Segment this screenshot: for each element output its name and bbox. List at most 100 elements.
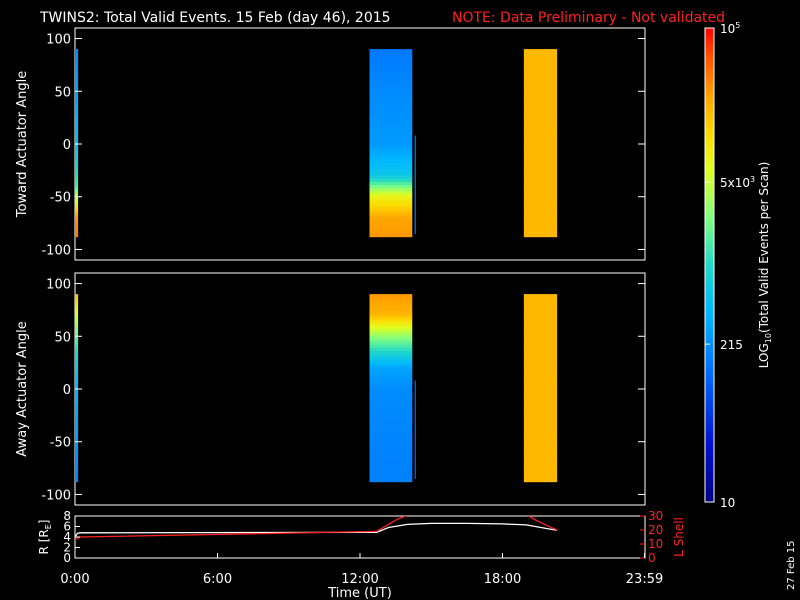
toward-cell	[414, 183, 416, 187]
toward-cell	[369, 68, 413, 72]
away-cell	[75, 464, 79, 469]
toward-cell	[523, 77, 558, 82]
toward-cell	[369, 194, 413, 199]
time-tick-label: 6:00	[203, 572, 232, 587]
away-cell	[523, 442, 558, 447]
toward-cell	[523, 96, 558, 101]
away-cell	[369, 351, 413, 355]
toward-cell	[75, 80, 79, 85]
toward-cell	[523, 131, 558, 135]
toward-cell	[369, 235, 413, 238]
away-cell	[523, 471, 558, 475]
colorbar: 10 215 5x103 105 LOG10(Total Valid Events p…	[704, 21, 773, 510]
away-cell	[75, 442, 79, 447]
away-cell	[75, 474, 79, 478]
toward-cell	[75, 68, 79, 72]
toward-cell	[75, 131, 79, 135]
toward-cell	[75, 207, 79, 211]
away-cell	[75, 404, 79, 409]
away-cell	[523, 303, 558, 308]
toward-cell	[75, 210, 79, 214]
toward-cell	[523, 99, 558, 104]
away-cell	[369, 338, 413, 342]
toward-cell	[369, 185, 413, 189]
toward-cell	[414, 141, 416, 146]
away-cell	[75, 303, 79, 308]
toward-cell	[369, 169, 413, 173]
radius-tick-label: 0	[63, 551, 71, 565]
toward-cell	[369, 128, 413, 132]
toward-cell	[414, 214, 416, 219]
away-cell	[523, 480, 558, 483]
figure-title: TWINS2: Total Valid Events. 15 Feb (day …	[39, 10, 391, 26]
toward-cell	[369, 226, 413, 230]
away-cell	[414, 405, 416, 410]
radius-tick-label: 2	[63, 541, 71, 555]
toward-cell	[523, 134, 558, 139]
toward-cell	[523, 64, 558, 69]
away-cell	[523, 423, 558, 428]
toward-cell	[75, 99, 79, 104]
time-tick-label: 18:00	[484, 572, 521, 587]
away-cell	[523, 445, 558, 450]
away-cell	[523, 439, 558, 444]
away-cell	[523, 360, 558, 365]
away-cell	[523, 436, 558, 441]
away-cell	[75, 370, 79, 374]
colorbar-ticks: 10 215 5x103 105	[705, 21, 755, 510]
away-cell	[369, 480, 413, 483]
away-cell	[369, 366, 413, 371]
away-cell	[369, 433, 413, 437]
toward-cell	[369, 131, 413, 135]
lshell-tick-label: 20	[648, 523, 663, 537]
away-cell	[523, 341, 558, 346]
toward-axes: 100 50 0 -50 -100	[41, 33, 645, 258]
toward-cell	[75, 204, 79, 208]
toward-cell	[523, 207, 558, 211]
toward-cell	[369, 90, 413, 94]
toward-cell	[75, 109, 79, 113]
away-cell	[523, 464, 558, 469]
toward-cell	[369, 118, 413, 123]
away-cell	[75, 319, 79, 323]
away-cell	[414, 450, 416, 454]
away-cell	[523, 395, 558, 399]
away-cell	[523, 407, 558, 412]
toward-cell	[75, 83, 79, 88]
away-cell	[523, 351, 558, 355]
toward-y-tick-label: 50	[54, 85, 71, 100]
toward-cell	[75, 181, 79, 186]
away-axes: 100 50 0 -50 -100	[41, 278, 645, 503]
toward-cell	[523, 191, 558, 196]
toward-cell	[75, 185, 79, 189]
away-panel: 100 50 0 -50 -100 Away Actuator Angle	[15, 272, 646, 506]
away-cell	[523, 373, 558, 377]
away-cell	[523, 325, 558, 330]
away-cell	[369, 430, 413, 434]
away-cell	[75, 360, 79, 365]
toward-cell	[523, 162, 558, 167]
away-cell	[75, 426, 79, 431]
away-cell	[369, 370, 413, 374]
away-cell	[369, 360, 413, 365]
toward-cell	[523, 74, 558, 78]
toward-cell	[75, 229, 79, 233]
away-cell	[369, 445, 413, 450]
toward-cell	[369, 210, 413, 214]
toward-cell	[523, 52, 558, 56]
away-cell	[75, 366, 79, 371]
toward-cell	[523, 128, 558, 132]
away-cell	[523, 385, 558, 390]
away-cell	[75, 328, 79, 333]
away-cell	[523, 411, 558, 415]
toward-cell	[523, 106, 558, 110]
away-cell	[75, 347, 79, 352]
away-cell	[75, 357, 79, 361]
toward-cell	[369, 162, 413, 167]
away-cell	[369, 322, 413, 327]
away-cell	[75, 471, 79, 475]
toward-cell	[523, 210, 558, 214]
toward-cell	[523, 87, 558, 91]
away-cell	[75, 445, 79, 450]
away-cell	[523, 306, 558, 311]
